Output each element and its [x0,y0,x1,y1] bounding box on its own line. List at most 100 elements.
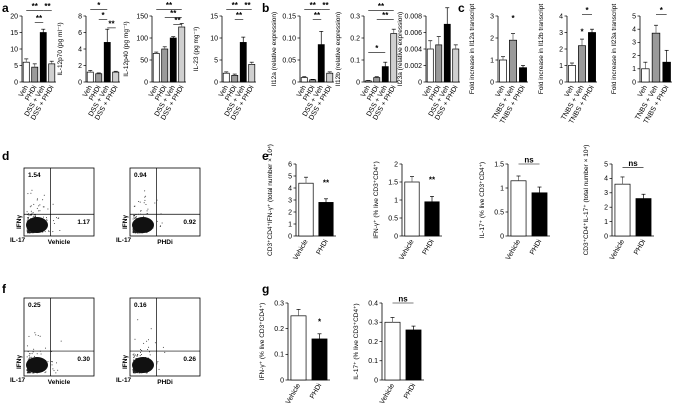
event-dot [51,364,53,366]
event-dot [150,328,152,330]
flow-sample-label: Vehicle [48,239,71,246]
event-dot [143,342,145,344]
bar [318,202,334,237]
bar [290,315,307,381]
event-dot [137,353,139,355]
event-dot [132,218,134,220]
event-dot [28,232,30,234]
y-tick-label: 1 [288,221,292,228]
event-dot [146,372,148,374]
x-tick-label: PHDi [315,238,329,256]
bar [86,71,94,83]
significance-label: ** [323,179,330,188]
event-dot [32,351,34,353]
event-dot [42,206,44,208]
event-dot [134,214,136,216]
event-dot [53,222,55,224]
event-dot [40,353,42,355]
event-dot [52,203,54,205]
y-tick-label: 1 [394,197,398,204]
event-dot [157,361,159,363]
event-dot [44,231,46,233]
significance-label: * [660,6,664,15]
panel-label: f [2,282,7,296]
bar [424,201,440,237]
quadrant-value: 0.92 [183,219,196,226]
significance-label: ** [232,1,239,10]
quadrant-value: 0.26 [183,356,196,363]
y-tick-label: 5 [632,13,636,20]
significance-label: * [318,318,322,327]
y-tick-label: 3 [632,40,636,47]
event-dot [26,370,28,372]
y-tick-label: 0.15 [282,13,296,20]
significance-label: ** [382,11,389,20]
event-dot [45,371,47,373]
y-tick-label: 5 [14,63,18,70]
y-tick-label: 1 [632,66,636,73]
event-dot [135,232,137,234]
x-tick-label: PHDi [421,238,435,256]
event-dot [39,210,41,212]
bar [614,183,631,237]
event-dot [133,232,135,234]
event-dot [39,204,41,206]
flow-x-label: IL-17 [10,237,26,244]
significance-label: ** [378,2,385,11]
event-dot [137,319,139,321]
event-dot [133,216,135,218]
event-dot [133,230,135,232]
event-dot [45,216,47,218]
bar [435,44,443,83]
bar [326,72,334,83]
event-dot [46,218,48,220]
bar [311,338,328,381]
y-tick-label: 0.008 [404,13,422,20]
significance-label: ** [166,1,173,10]
event-dot [32,212,34,214]
y-tick-label: 0.05 [282,57,296,64]
y-tick-label: 4 [604,176,608,183]
bar [509,39,517,83]
event-dot [139,355,141,357]
event-dot [143,202,145,204]
event-dot [36,199,38,201]
y-tick-label: 0.3 [350,13,360,20]
bar [22,61,30,83]
y-tick-label: 2 [490,35,494,42]
panel-label: g [262,282,269,296]
y-tick-label: 4 [78,46,82,53]
y-tick-label: 1.5 [494,161,504,168]
event-dot [135,354,137,356]
y-tick-label: 0 [500,233,504,240]
y-tick-label: 1.5 [388,179,398,186]
event-dot [33,355,35,357]
y-tick-label: 15 [210,13,218,20]
y-tick-label: 0 [394,233,398,240]
bar [39,32,47,83]
event-dot [42,216,44,218]
event-dot [43,194,45,196]
event-dot [27,370,29,372]
bar [531,192,548,237]
event-dot [45,347,47,349]
event-dot [133,229,135,231]
y-axis-label: Fold increase in Il12b transcript [538,4,545,95]
y-tick-label: 0.10 [282,35,296,42]
event-dot [133,356,135,358]
y-tick-label: 100 [136,35,148,42]
event-dot [34,216,36,218]
panel-label: e [262,149,269,163]
event-dot [51,361,53,363]
significance-label: ** [236,11,243,20]
y-tick-label: 5 [604,161,608,168]
event-dot [133,355,135,357]
y-tick-label: 0.1 [350,57,360,64]
bar [309,79,317,83]
event-dot [52,368,54,370]
significance-label: ** [32,2,39,11]
quadrant-value: 0.25 [28,302,41,309]
